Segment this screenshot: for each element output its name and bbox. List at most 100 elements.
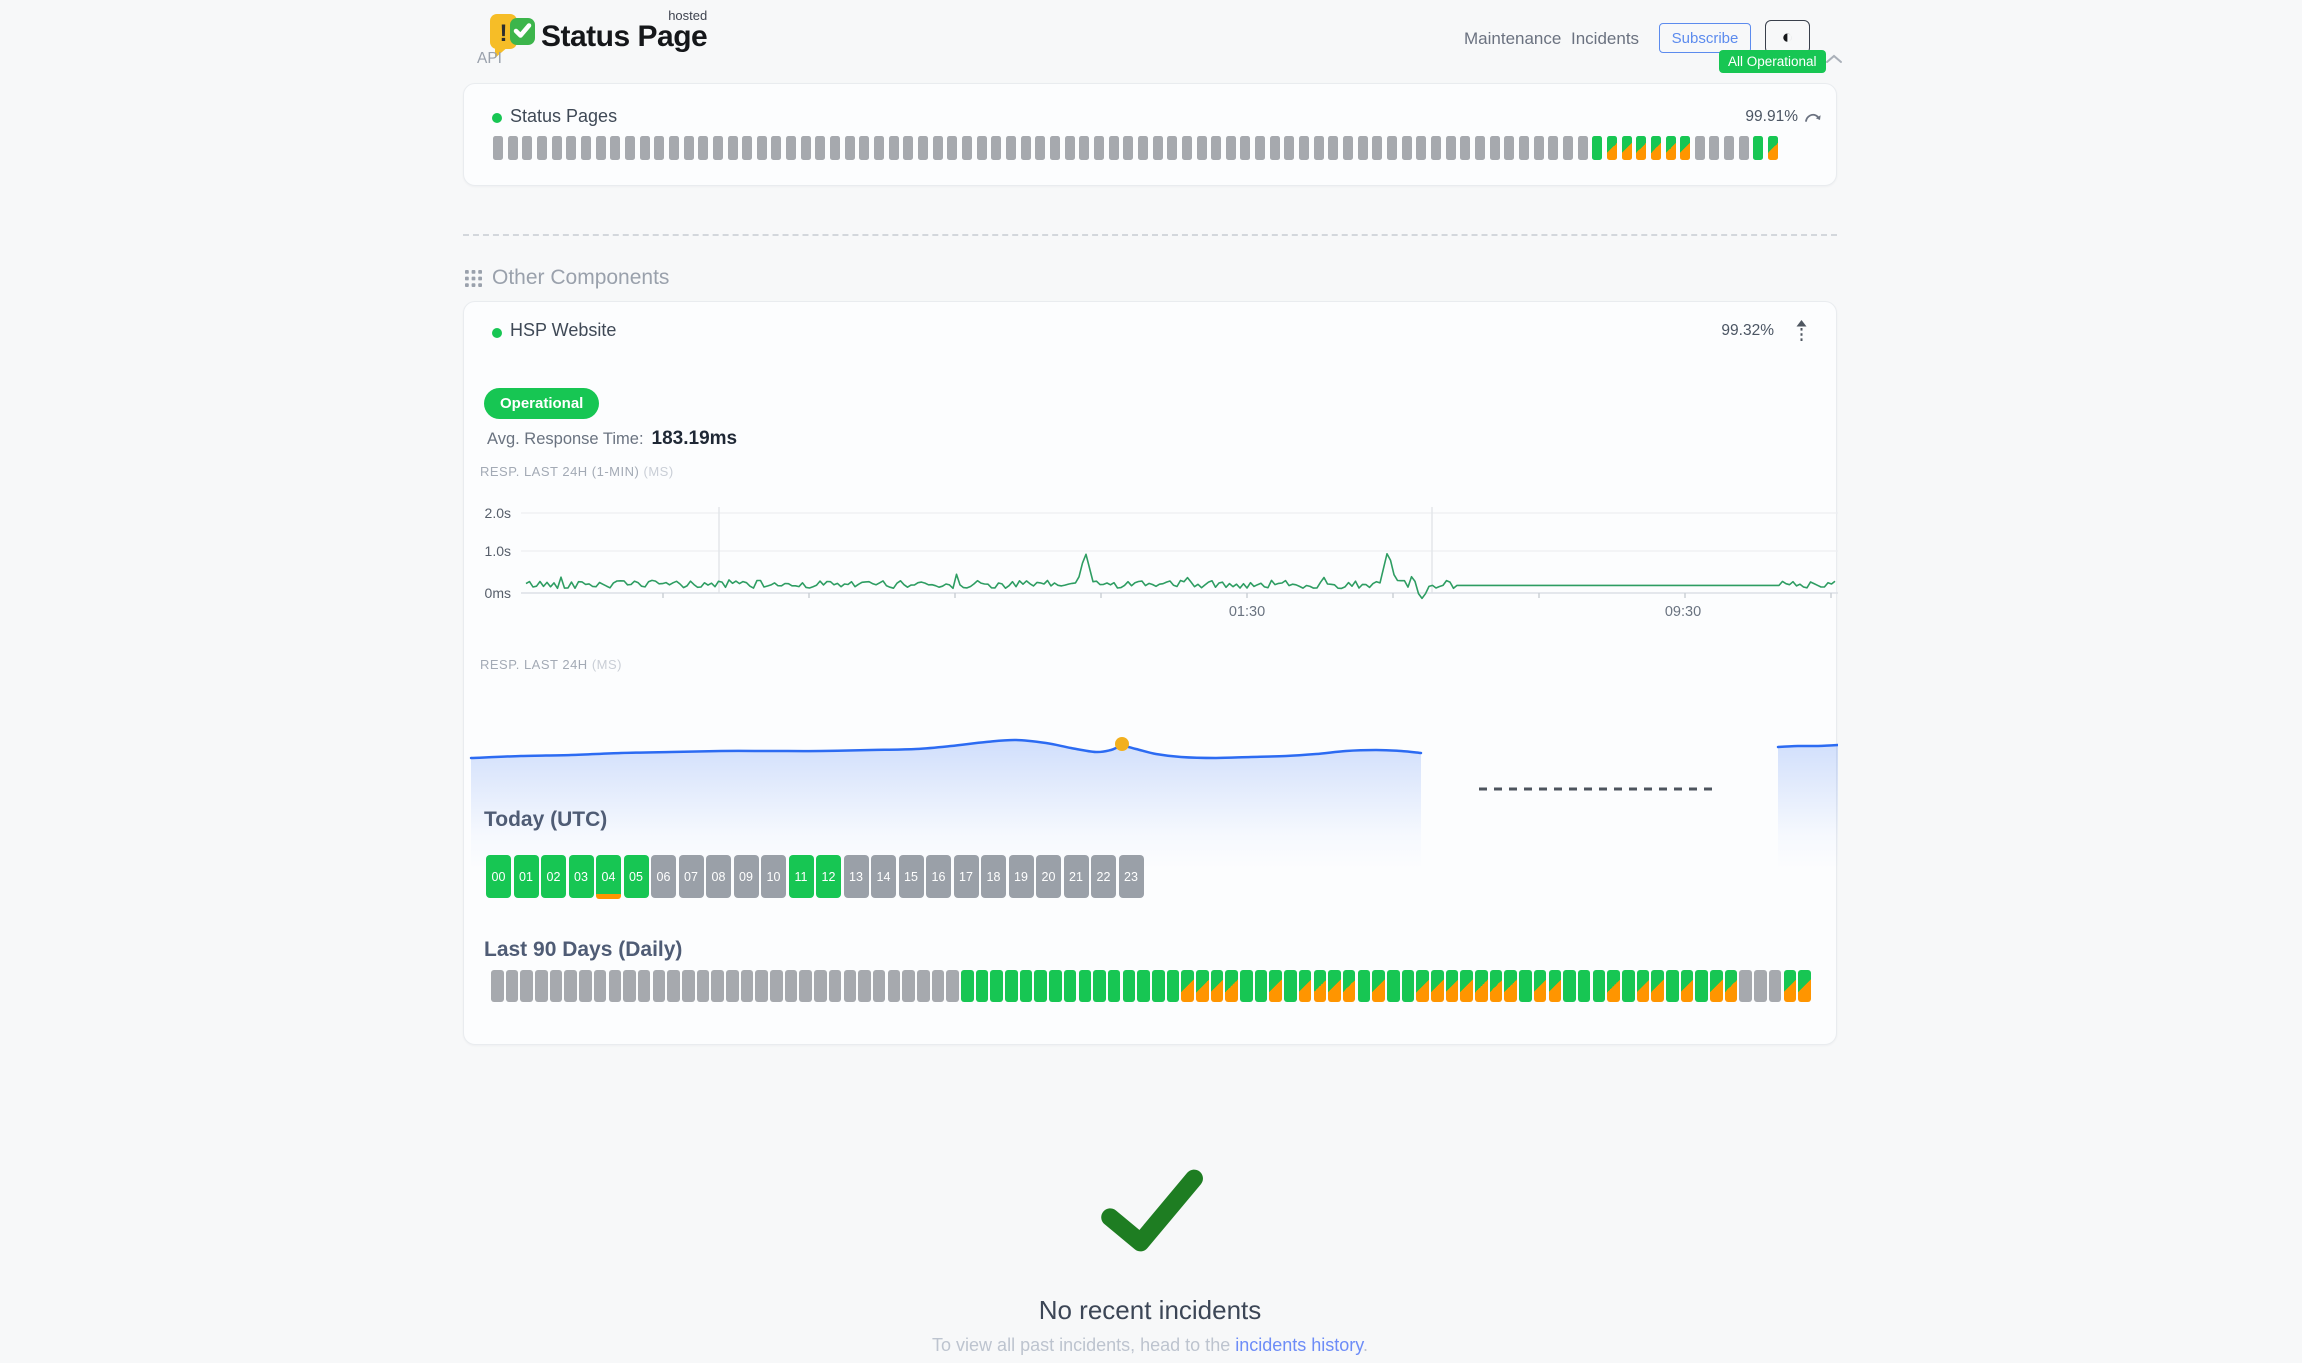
history-day-cell [1342, 970, 1356, 1002]
history-day-cell [1122, 970, 1136, 1002]
history-day-cell [740, 970, 754, 1002]
uptime-bar [1357, 136, 1368, 160]
history-day-cell [1166, 970, 1180, 1002]
uptime-bar [610, 136, 621, 160]
uptime-bar [1768, 136, 1779, 160]
uptime-bar [756, 136, 767, 160]
nav-maintenance[interactable]: Maintenance [1464, 29, 1562, 48]
brand-tag: hosted [668, 8, 708, 23]
hour-block-03: 03 [568, 855, 594, 898]
hour-label: 15 [904, 869, 918, 884]
hour-block-11: 11 [788, 855, 814, 898]
uptime-bar [1035, 136, 1046, 160]
history-day-cell [1372, 970, 1385, 1002]
chevron-up-icon[interactable] [1825, 54, 1843, 64]
logo-icon: ! [490, 14, 535, 58]
uptime-bar [932, 136, 943, 160]
uptime-bar [800, 136, 811, 160]
uptime-bar [1211, 136, 1222, 160]
history-day-cell [1416, 970, 1429, 1002]
uptime-bar [698, 136, 709, 160]
history-day-cell [505, 970, 519, 1002]
operational-badge: Operational [484, 388, 600, 419]
uptime-bar [1284, 136, 1295, 160]
status-dot [492, 328, 502, 338]
uptime-bar [668, 136, 679, 160]
y-axis-tick: 0ms [484, 585, 511, 601]
history-day-cell [961, 970, 974, 1002]
grid-icon [465, 269, 482, 287]
hour-label: 02 [546, 869, 561, 884]
overall-status-badge[interactable]: All Operational [1719, 50, 1826, 73]
uptime-bar [771, 136, 782, 160]
history-day-cell [1357, 970, 1371, 1002]
history-day-cell [1313, 970, 1327, 1002]
history-day-cell [946, 970, 959, 1002]
uptime-bar [1255, 136, 1266, 160]
hour-label: 07 [684, 869, 698, 884]
history-day-cell [593, 970, 607, 1002]
history-day-cell [1798, 970, 1811, 1002]
hour-block-12: 12 [816, 855, 841, 898]
response-time-daily-chart [469, 737, 1838, 871]
history-day-cell [1151, 970, 1165, 1002]
hour-label: 04 [601, 869, 616, 884]
history-day-cell [784, 970, 798, 1002]
uptime-bar [1108, 136, 1119, 160]
dashed-separator [463, 234, 1837, 236]
history-day-cell [652, 970, 666, 1002]
history-day-cell [814, 970, 827, 1002]
uptime-bar [1387, 136, 1398, 160]
uptime-bar [536, 136, 547, 160]
history-day-cell [1240, 970, 1253, 1002]
uptime-bar [1680, 136, 1691, 160]
uptime-bar [1489, 136, 1500, 160]
uptime-bar [815, 136, 826, 160]
theme-toggle-button[interactable]: ◐ [1765, 20, 1810, 54]
history-day-cell [681, 970, 695, 1002]
uptime-bar [1665, 136, 1676, 160]
uptime-bar [947, 136, 958, 160]
history-day-cell [990, 970, 1003, 1002]
uptime-bar-strip [493, 136, 1779, 160]
history-day-cell [1431, 970, 1444, 1002]
hour-label: 20 [1041, 869, 1056, 884]
half-moon-icon: ◐ [1781, 26, 1794, 48]
hour-block-18: 18 [981, 855, 1006, 898]
history-day-cell [1783, 970, 1797, 1002]
history-day-cell [637, 970, 651, 1002]
refresh-icon[interactable] [1803, 109, 1824, 125]
today-hour-blocks: 00 01 02 03 04 05 06 07 08 09 10 11 12 13 14 15 16 17 18 19… [486, 855, 1144, 899]
incidents-history-link[interactable]: incidents history [1235, 1335, 1363, 1355]
subscribe-button[interactable]: Subscribe [1659, 23, 1751, 53]
avg-response-time: Avg. Response Time: 183.19ms [487, 428, 737, 450]
history-day-cell [608, 970, 622, 1002]
history-day-cell [1695, 970, 1708, 1002]
uptime-bar [639, 136, 650, 160]
hour-block-21: 21 [1063, 855, 1089, 898]
hour-label: 18 [986, 869, 1001, 884]
history-day-cell [1680, 970, 1694, 1002]
hour-label: 06 [656, 869, 671, 884]
hour-label: 22 [1096, 869, 1111, 884]
uptime-bar [1240, 136, 1251, 160]
history-day-cell [1093, 970, 1106, 1002]
check-icon [1101, 1169, 1203, 1252]
expand-up-arrow-icon[interactable] [1795, 319, 1808, 342]
hour-label: 10 [766, 869, 781, 884]
hour-label: 16 [931, 869, 946, 884]
uptime-bar [1592, 136, 1603, 160]
uptime-bar [1152, 136, 1163, 160]
hour-label: 12 [821, 869, 836, 884]
other-components-header: Other Components [465, 266, 669, 290]
uptime-bar [1577, 136, 1588, 160]
nav-incidents[interactable]: Incidents [1571, 29, 1640, 48]
history-day-cell [1034, 970, 1048, 1002]
y-axis-tick: 2.0s [484, 505, 511, 521]
uptime-bar [1431, 136, 1441, 160]
x-axis-tick: 01:30 [1228, 604, 1266, 620]
history-day-cell [1078, 970, 1092, 1002]
history-day-cell [520, 970, 533, 1002]
history-day-cell [1768, 970, 1782, 1002]
uptime-bar [1606, 136, 1617, 160]
